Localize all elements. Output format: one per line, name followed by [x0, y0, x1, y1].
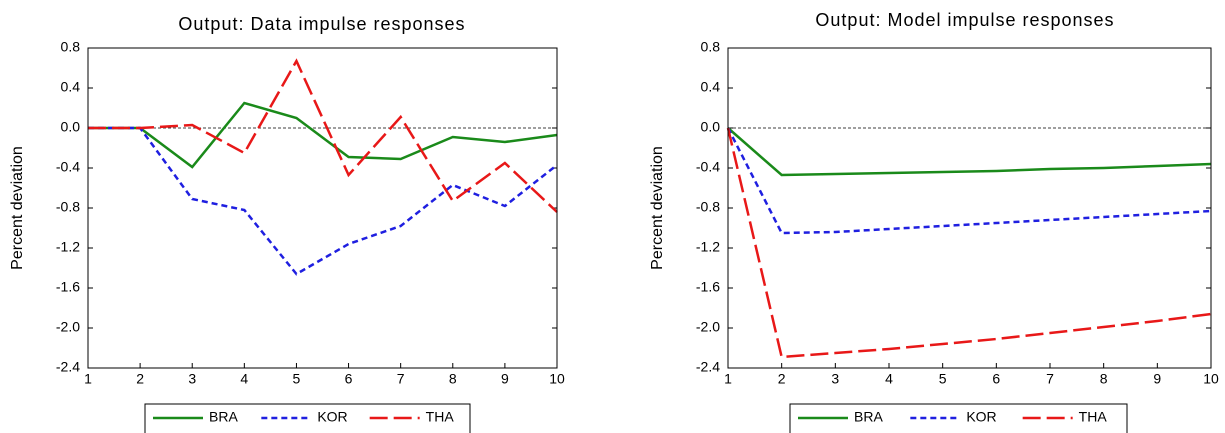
y-tick-label: 0.4 — [701, 79, 721, 95]
y-tick-label: -0.4 — [56, 159, 80, 175]
x-tick-label: 10 — [549, 371, 565, 387]
x-tick-label: 5 — [293, 371, 301, 387]
y-tick-label: -1.6 — [56, 279, 80, 295]
y-tick-label: -0.4 — [696, 159, 720, 175]
series-line — [88, 126, 558, 276]
x-tick-label: 7 — [397, 371, 405, 387]
x-tick-label: 9 — [1153, 371, 1161, 387]
y-tick-label: 0.0 — [701, 119, 721, 135]
x-tick-label: 3 — [188, 371, 196, 387]
x-tick-label: 2 — [778, 371, 786, 387]
y-tick-label: -2.4 — [696, 359, 720, 375]
x-tick-label: 1 — [724, 371, 732, 387]
legend-label: KOR — [317, 409, 347, 425]
y-tick-label: -2.0 — [56, 319, 80, 335]
y-tick-label: 0.8 — [701, 39, 721, 55]
legend-box — [789, 403, 1128, 433]
legend-label: THA — [426, 409, 455, 425]
series-line — [88, 101, 558, 169]
y-tick-label: 0.8 — [61, 39, 81, 55]
series-line — [726, 127, 1212, 235]
legend-label: BRA — [854, 409, 883, 425]
x-tick-label: 2 — [136, 371, 144, 387]
x-tick-label: 4 — [240, 371, 248, 387]
legend-label: KOR — [966, 409, 996, 425]
plot-frame — [87, 47, 558, 369]
x-tick-label: 3 — [831, 371, 839, 387]
y-tick-label: 0.4 — [61, 79, 81, 95]
legend-box — [144, 403, 471, 433]
x-tick-label: 6 — [992, 371, 1000, 387]
y-tick-label: -1.2 — [56, 239, 80, 255]
x-tick-label: 6 — [345, 371, 353, 387]
y-axis-label: Percent deviation — [649, 146, 666, 270]
y-tick-label: -1.6 — [696, 279, 720, 295]
series-line — [88, 58, 558, 213]
y-tick-label: -2.4 — [56, 359, 80, 375]
x-tick-label: 9 — [501, 371, 509, 387]
series-line — [727, 127, 1212, 177]
series-line — [726, 127, 1212, 359]
y-axis-label: Percent deviation — [9, 146, 26, 270]
legend-label: BRA — [209, 409, 238, 425]
x-tick-label: 1 — [84, 371, 92, 387]
x-tick-label: 5 — [939, 371, 947, 387]
y-tick-label: -2.0 — [696, 319, 720, 335]
x-tick-label: 8 — [449, 371, 457, 387]
legend-label: THA — [1079, 409, 1108, 425]
y-tick-label: -1.2 — [696, 239, 720, 255]
chart-title: Output: Data impulse responses — [178, 14, 465, 34]
x-tick-label: 7 — [1046, 371, 1054, 387]
x-tick-label: 10 — [1203, 371, 1219, 387]
chart-title: Output: Model impulse responses — [815, 10, 1114, 30]
x-tick-label: 8 — [1100, 371, 1108, 387]
plot-frame — [727, 47, 1212, 369]
y-tick-label: -0.8 — [56, 199, 80, 215]
y-tick-label: -0.8 — [696, 199, 720, 215]
y-tick-label: 0.0 — [61, 119, 81, 135]
x-tick-label: 4 — [885, 371, 893, 387]
